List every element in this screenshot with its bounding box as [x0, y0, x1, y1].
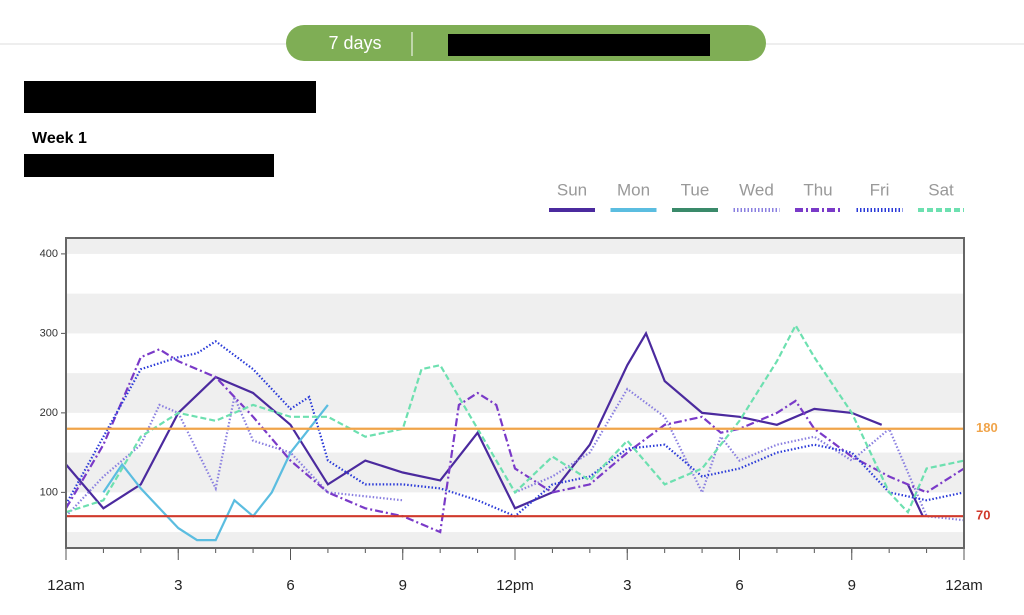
plot: 100 200 300 400 12am 3 6 9 12pm 3 6 9 12am 180 70	[40, 237, 998, 594]
y-tick-label: 300	[40, 327, 58, 339]
y-tick-label: 400	[40, 248, 58, 260]
legend-label: Tue	[681, 180, 710, 199]
plot-frame	[65, 237, 965, 549]
x-tick-label: 6	[286, 577, 294, 594]
x-tick-label: 3	[174, 577, 182, 594]
band	[66, 373, 964, 413]
x-tick-label: 9	[399, 577, 407, 594]
legend-label: Thu	[803, 180, 832, 199]
range-button[interactable]: 7 days	[328, 33, 381, 53]
legend-label: Fri	[870, 180, 890, 199]
week-label: Week 1	[32, 130, 87, 147]
ref-label: 180	[976, 420, 998, 435]
series-line	[65, 387, 965, 522]
redacted	[24, 81, 316, 113]
x-tick-label: 12am	[47, 577, 85, 594]
series-line	[65, 323, 965, 515]
y-tick-label: 100	[40, 486, 58, 498]
series-line	[102, 404, 329, 542]
band	[66, 452, 964, 493]
legend-label: Wed	[739, 180, 774, 199]
series-line	[65, 330, 924, 517]
series-line	[65, 348, 965, 534]
ref-label: 70	[976, 508, 990, 523]
x-tick-label: 3	[623, 577, 631, 594]
band	[66, 238, 964, 254]
x-tick-label: 9	[848, 577, 856, 594]
x-tick-label: 6	[735, 577, 743, 594]
band	[66, 293, 964, 334]
series-line	[65, 339, 965, 518]
band	[66, 532, 964, 548]
redacted	[448, 34, 710, 56]
legend-label: Mon	[617, 180, 650, 199]
y-tick-label: 200	[40, 407, 58, 419]
legend-label: Sun	[557, 180, 587, 199]
x-tick-label: 12am	[945, 577, 983, 594]
redacted	[24, 154, 274, 177]
legend-label: Sat	[928, 180, 954, 199]
x-tick-label: 12pm	[496, 577, 534, 594]
